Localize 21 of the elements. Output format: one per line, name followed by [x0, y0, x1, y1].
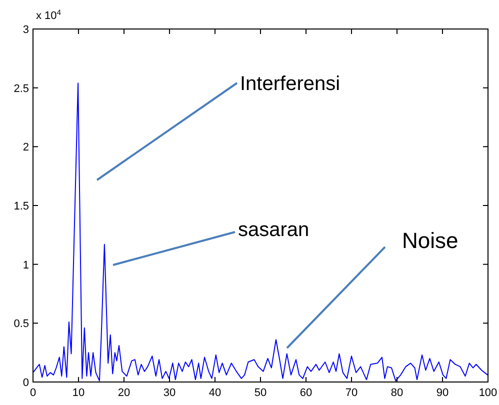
x-tick-label: 50	[254, 387, 267, 399]
y-tick-label: 1.5	[14, 200, 29, 212]
x-tick-label: 70	[345, 387, 358, 399]
annotation: Noise	[402, 228, 458, 253]
x-tick-label: 100	[478, 387, 498, 399]
x-tick-label: 20	[118, 387, 130, 399]
y-tick-label: 3	[22, 24, 29, 36]
y-tick-label: 0.5	[14, 318, 29, 330]
x-tick-label: 80	[390, 387, 404, 399]
y-tick-label: 0	[22, 377, 29, 389]
x-tick-label: 40	[208, 387, 222, 399]
x-tick-label: 10	[72, 387, 85, 399]
text: x 10$^{4}$	[36, 8, 62, 22]
annotation: Interferensi	[240, 73, 340, 95]
x-tick-label: 60	[300, 387, 312, 399]
annotation: sasaran	[238, 219, 310, 241]
y-tick-label: 1	[22, 259, 29, 272]
y-tick-label: 2	[22, 142, 29, 154]
x-tick-label: 90	[436, 387, 449, 399]
x-tick-label: 30	[163, 387, 176, 399]
y-tick-label: 2.5	[14, 82, 29, 95]
